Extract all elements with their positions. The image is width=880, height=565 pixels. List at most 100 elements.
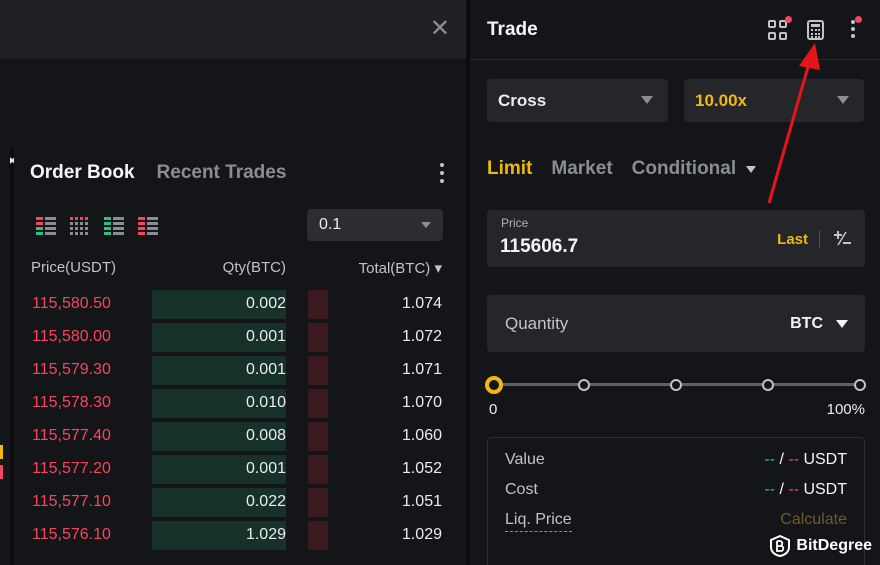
tick-size-value: 0.1 (319, 216, 342, 233)
row-qty: 0.008 (245, 427, 286, 444)
row-total: 1.071 (401, 361, 442, 378)
depth-bar (308, 356, 328, 385)
liq-price-label[interactable]: Liq. Price (505, 511, 572, 532)
chevron-down-icon (837, 96, 849, 104)
margin-mode-select[interactable]: Cross (487, 79, 668, 122)
row-price: 115,579.30 (32, 361, 111, 378)
depth-bar (152, 422, 286, 451)
order-book-row[interactable]: 115,579.30 0.001 1.071 (14, 354, 466, 387)
order-book-row[interactable]: 115,577.20 0.001 1.052 (14, 453, 466, 486)
order-book-tabs: Order Book Recent Trades (30, 162, 286, 184)
bitdegree-logo-icon (770, 535, 791, 557)
slider-max-label: 100% (826, 401, 865, 418)
view-both-icon[interactable] (36, 217, 56, 235)
chevron-down-icon[interactable] (836, 320, 848, 328)
more-options-icon[interactable] (851, 16, 862, 38)
slider-step-25[interactable] (578, 379, 590, 391)
slider-step-50[interactable] (670, 379, 682, 391)
divider (470, 59, 880, 60)
price-value[interactable]: 115606.7 (500, 236, 579, 257)
close-icon[interactable]: ✕ (429, 15, 450, 42)
depth-bar (152, 488, 286, 517)
leverage-select[interactable]: 10.00x (684, 79, 864, 122)
depth-bar (308, 422, 328, 451)
row-price: 115,577.20 (32, 460, 111, 477)
order-book-view-toggles (36, 217, 158, 235)
order-book-row[interactable]: 115,580.00 0.001 1.072 (14, 321, 466, 354)
slider-step-75[interactable] (762, 379, 774, 391)
quantity-label: Quantity (505, 314, 569, 333)
tab-conditional[interactable]: Conditional (631, 158, 737, 179)
value-label: Value (505, 451, 545, 468)
tab-limit[interactable]: Limit (487, 158, 533, 179)
tab-recent-trades[interactable]: Recent Trades (156, 162, 287, 183)
trade-title: Trade (487, 19, 538, 40)
slider-step-100[interactable] (854, 379, 866, 391)
quantity-unit-select[interactable]: BTC (790, 315, 823, 332)
value-row: Value -- / -- USDT (505, 451, 847, 473)
value-amount: -- / -- USDT (764, 451, 847, 468)
depth-bar (308, 521, 328, 550)
depth-bar (152, 323, 286, 352)
order-book-row[interactable]: 115,578.30 0.010 1.070 (14, 387, 466, 420)
depth-bar (308, 488, 328, 517)
order-book-row[interactable]: 115,580.50 0.002 1.074 (14, 288, 466, 321)
row-total: 1.051 (401, 493, 442, 510)
row-price: 115,577.10 (32, 493, 111, 510)
liq-price-row: Liq. Price Calculate (505, 511, 847, 533)
cost-amount: -- / -- USDT (764, 481, 847, 498)
view-bars-icon[interactable] (70, 217, 90, 235)
quantity-input[interactable]: Quantity BTC (487, 295, 865, 352)
row-total: 1.052 (401, 460, 442, 477)
tab-order-book[interactable]: Order Book (30, 162, 135, 183)
view-buy-icon[interactable] (104, 217, 124, 235)
order-book-row[interactable]: 115,577.40 0.008 1.060 (14, 420, 466, 453)
tab-market[interactable]: Market (551, 158, 613, 179)
row-qty: 0.022 (245, 493, 286, 510)
order-book-row[interactable]: 115,576.10 1.029 1.029 (14, 519, 466, 552)
plus-minus-icon[interactable] (832, 228, 852, 248)
row-qty: 0.001 (245, 361, 286, 378)
order-book-rows: 115,580.50 0.002 1.074 115,580.00 0.001 … (14, 288, 466, 552)
calculator-icon[interactable] (807, 20, 824, 40)
trade-panel: Trade Cross 10.00x Limit Market Conditio… (470, 0, 880, 565)
depth-bar (308, 323, 328, 352)
row-qty: 0.001 (245, 328, 286, 345)
price-label: Price (501, 216, 529, 230)
order-type-tabs: Limit Market Conditional (487, 158, 757, 180)
row-price: 115,577.40 (32, 427, 111, 444)
notification-dot (855, 16, 862, 23)
row-qty: 0.001 (245, 460, 286, 477)
row-price: 115,580.50 (32, 295, 111, 312)
price-column-header: Price(USDT) (31, 259, 116, 276)
divider (819, 230, 820, 248)
cost-label: Cost (505, 481, 538, 498)
depth-bar (308, 455, 328, 484)
depth-bar (152, 521, 286, 550)
last-price-button[interactable]: Last (777, 231, 808, 248)
quantity-slider[interactable] (485, 376, 866, 394)
row-price: 115,580.00 (32, 328, 111, 345)
more-options-icon[interactable] (440, 163, 444, 183)
chevron-down-icon (421, 222, 431, 228)
order-summary: Value -- / -- USDT Cost -- / -- USDT Liq… (487, 437, 865, 565)
calculate-link[interactable]: Calculate (780, 511, 847, 528)
order-book-row[interactable]: 115,577.10 0.022 1.051 (14, 486, 466, 519)
depth-bar (152, 290, 286, 319)
chart-toolbar: ••• (0, 59, 466, 172)
price-marker (0, 445, 3, 459)
row-price: 115,578.30 (32, 394, 111, 411)
slider-handle[interactable] (485, 376, 503, 394)
total-column-header[interactable]: Total(BTC) ▾ (358, 260, 442, 277)
depth-bar (152, 389, 286, 418)
chevron-down-icon[interactable] (746, 165, 757, 173)
view-sell-icon[interactable] (138, 217, 158, 235)
margin-mode-value: Cross (498, 91, 547, 110)
grid-layout-icon[interactable] (768, 16, 792, 40)
row-qty: 1.029 (245, 526, 286, 543)
tick-size-select[interactable]: 0.1 (307, 209, 443, 241)
price-input[interactable]: Price 115606.7 Last (487, 210, 865, 267)
row-total: 1.060 (401, 427, 442, 444)
depth-bar (152, 455, 286, 484)
row-qty: 0.002 (245, 295, 286, 312)
